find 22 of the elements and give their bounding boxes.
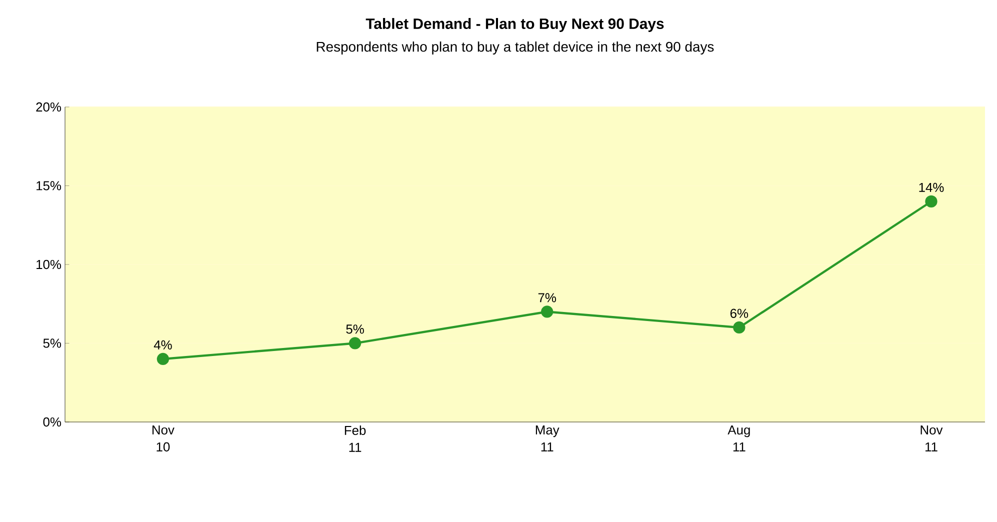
x-tick-label: Nov 10: [152, 426, 174, 452]
point: [925, 195, 938, 208]
x-tick-label: May 11: [536, 426, 560, 452]
point: [541, 306, 554, 318]
data-label: 7%: [538, 293, 556, 302]
y-tick-label: 10%: [36, 260, 62, 270]
chart-title: Tablet Demand - Plan to Buy Next 90 Days: [366, 18, 664, 32]
data-label: 5%: [346, 324, 364, 334]
data-label: 14%: [919, 182, 944, 192]
point: [156, 352, 170, 366]
data-label: 6%: [730, 308, 748, 318]
y-tick-label: 20%: [36, 102, 62, 112]
point: [348, 337, 362, 350]
x-tick-label: Aug 11: [728, 426, 750, 452]
x-tick-label: Feb 11: [344, 426, 366, 452]
data-label: 4%: [154, 340, 172, 350]
chart-subtitle: Respondents who plan to buy a tablet device in the next 90 days: [316, 41, 714, 54]
y-tick-label: 5%: [43, 338, 62, 348]
y-tick-label: 0%: [43, 417, 62, 427]
x-tick-label: Nov 11: [920, 426, 943, 452]
y-tick-label: 15%: [36, 181, 62, 190]
point: [733, 321, 746, 334]
